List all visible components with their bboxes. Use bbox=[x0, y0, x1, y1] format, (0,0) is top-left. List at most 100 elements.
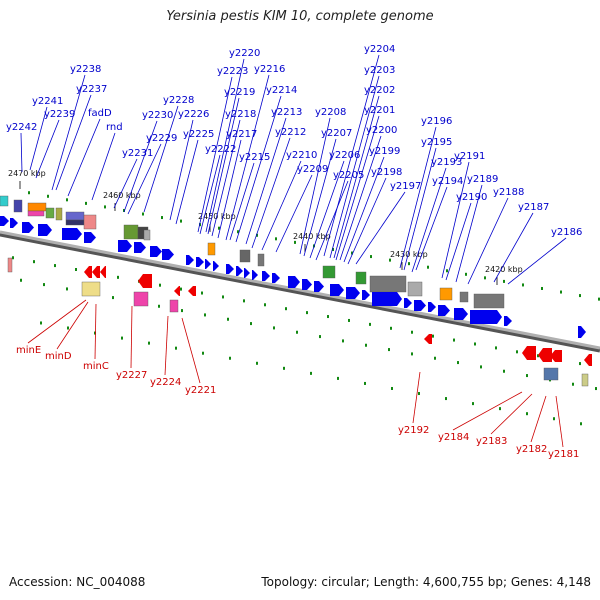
gene-features bbox=[0, 195, 589, 387]
gene-feature-box bbox=[355, 271, 367, 285]
gc-dot bbox=[418, 392, 420, 396]
gc-dot bbox=[389, 258, 391, 262]
gene-label-y2227: y2227 bbox=[116, 370, 147, 381]
leader-line bbox=[323, 54, 380, 257]
gc-dot bbox=[112, 296, 114, 300]
reverse-gene-arrow bbox=[92, 266, 100, 278]
accession-label: Accession: NC_004088 bbox=[9, 575, 146, 589]
leader-line bbox=[411, 167, 447, 273]
gene-label-minD: minD bbox=[45, 351, 72, 362]
gene-label-minC: minC bbox=[83, 361, 109, 372]
gene-feature-box bbox=[207, 242, 216, 256]
gene-feature-box bbox=[55, 207, 63, 221]
gene-feature-box bbox=[27, 202, 47, 212]
genome-summary: Topology: circular; Length: 4,600,755 bp… bbox=[261, 575, 591, 589]
gc-dot bbox=[598, 297, 600, 301]
leader-line bbox=[299, 117, 331, 255]
gene-label-y2229: y2229 bbox=[146, 133, 177, 144]
leader-line bbox=[35, 119, 60, 179]
leader-line bbox=[490, 393, 533, 435]
leader-line bbox=[251, 137, 291, 249]
gc-dot bbox=[40, 321, 42, 325]
gc-dot bbox=[319, 335, 321, 339]
gc-dot bbox=[332, 247, 334, 251]
gene-label-y2196: y2196 bbox=[421, 116, 452, 127]
leader-line bbox=[329, 75, 380, 259]
leader-line bbox=[199, 154, 221, 235]
forward-gene-arrow bbox=[244, 268, 250, 278]
leader-line bbox=[217, 139, 242, 239]
gc-dot bbox=[342, 339, 344, 343]
forward-gene-arrow bbox=[454, 308, 468, 320]
leader-line bbox=[415, 186, 448, 271]
gene-feature-box bbox=[369, 275, 407, 293]
forward-gene-arrow bbox=[186, 255, 194, 265]
leader-line bbox=[164, 315, 169, 376]
reverse-gene-arrow bbox=[522, 346, 536, 360]
gene-label-y2208: y2208 bbox=[315, 107, 346, 118]
gene-label-y2183: y2183 bbox=[476, 436, 507, 447]
gc-dot bbox=[408, 262, 410, 266]
gene-label-y2195: y2195 bbox=[421, 137, 452, 148]
leader-line bbox=[412, 371, 421, 424]
gene-feature-box bbox=[459, 291, 469, 303]
gene-feature-box bbox=[543, 367, 559, 381]
gc-dot bbox=[472, 402, 474, 406]
gc-dot bbox=[541, 286, 543, 290]
gc-dot bbox=[142, 212, 144, 216]
gc-dot bbox=[243, 299, 245, 303]
gc-dot bbox=[237, 230, 239, 234]
gene-label-y2218: y2218 bbox=[225, 109, 256, 120]
forward-gene-arrow bbox=[362, 290, 370, 300]
reverse-gene-arrow bbox=[538, 348, 552, 362]
forward-gene-arrow bbox=[404, 298, 412, 308]
leader-line bbox=[197, 76, 233, 233]
gc-dot bbox=[66, 198, 68, 202]
reverse-gene-arrow bbox=[550, 350, 562, 362]
gene-arrows bbox=[0, 216, 592, 366]
gene-label-y2220: y2220 bbox=[229, 48, 260, 59]
reverse-gene-arrow bbox=[424, 334, 432, 344]
gc-dot bbox=[94, 331, 96, 335]
reverse-gene-arrow bbox=[100, 266, 106, 278]
gene-label-y2200: y2200 bbox=[366, 125, 397, 136]
leader-line bbox=[235, 95, 282, 243]
leader-line bbox=[205, 58, 245, 233]
gc-dot bbox=[480, 365, 482, 369]
gene-feature-box bbox=[7, 257, 13, 273]
gc-dot bbox=[229, 356, 231, 360]
gene-label-y2242: y2242 bbox=[6, 122, 37, 133]
forward-gene-arrow bbox=[22, 222, 34, 233]
tick-label: 2460 kbp bbox=[103, 191, 141, 200]
gene-label-y2186: y2186 bbox=[551, 227, 582, 238]
gc-dot bbox=[411, 352, 413, 356]
gene-label-y2214: y2214 bbox=[266, 85, 297, 96]
gc-dot bbox=[256, 233, 258, 237]
gene-label-y2198: y2198 bbox=[371, 167, 402, 178]
gc-dot bbox=[351, 251, 353, 255]
gc-dot bbox=[572, 382, 574, 386]
gene-label-y2217: y2217 bbox=[226, 129, 257, 140]
leader-line bbox=[127, 143, 162, 215]
gene-label-y2193: y2193 bbox=[431, 157, 462, 168]
forward-gene-arrow bbox=[84, 232, 96, 243]
leader-line bbox=[123, 120, 158, 213]
leader-line bbox=[211, 119, 241, 237]
gc-dot bbox=[553, 417, 555, 421]
leader-line bbox=[20, 132, 23, 173]
gene-label-y2190: y2190 bbox=[456, 192, 487, 203]
leader-line bbox=[207, 97, 240, 235]
gene-label-y2191: y2191 bbox=[454, 151, 485, 162]
gc-dot bbox=[43, 283, 45, 287]
gc-dot bbox=[579, 362, 581, 366]
gc-dot bbox=[175, 346, 177, 350]
forward-gene-arrow bbox=[346, 287, 360, 299]
gene-label-y2213: y2213 bbox=[271, 107, 302, 118]
leader-line bbox=[169, 119, 194, 221]
forward-gene-arrow bbox=[62, 228, 82, 240]
gc-dot bbox=[256, 361, 258, 365]
gene-feature-box bbox=[45, 207, 55, 219]
leader-line bbox=[493, 212, 534, 283]
gene-feature-box bbox=[123, 224, 139, 240]
